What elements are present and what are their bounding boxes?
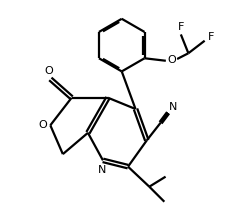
Text: N: N (168, 102, 176, 112)
Text: N: N (97, 165, 106, 175)
Text: F: F (207, 32, 213, 42)
Text: O: O (167, 55, 176, 65)
Text: O: O (38, 120, 46, 130)
Text: F: F (177, 22, 183, 32)
Text: O: O (44, 66, 53, 76)
